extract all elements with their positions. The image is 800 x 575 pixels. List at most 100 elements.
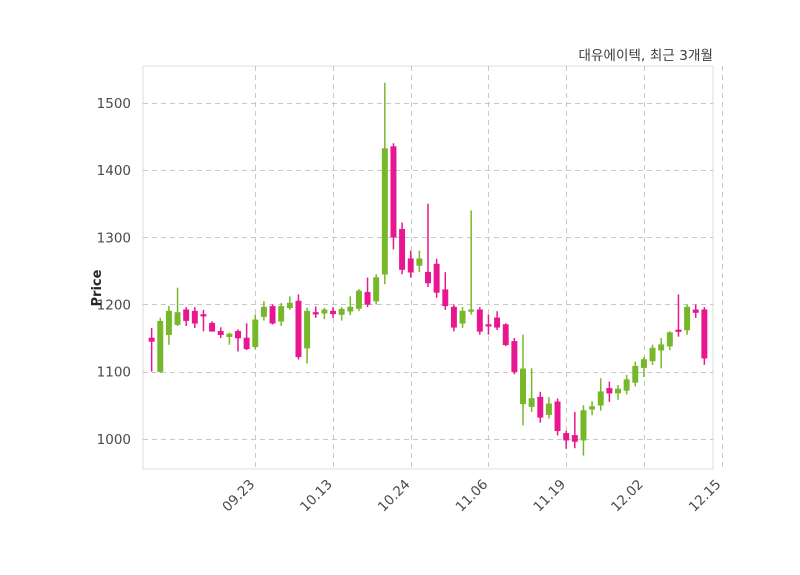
candle-body <box>545 403 552 415</box>
x-axis-tick-labels: 09.23 10.13 10.24 11.06 11.19 12.02 12.15 <box>219 477 724 516</box>
candle-body <box>658 344 665 351</box>
candlestick <box>666 331 673 351</box>
candle-body <box>174 312 181 325</box>
vertical-gridlines <box>255 66 723 469</box>
candle-body <box>640 359 647 368</box>
candlestick <box>675 294 682 337</box>
candle-body <box>269 306 276 324</box>
candlestick <box>174 287 181 326</box>
candle-body <box>450 306 457 328</box>
candlestick <box>692 304 699 318</box>
candlestick <box>269 304 276 325</box>
candlestick <box>347 296 354 316</box>
candle-body <box>571 435 578 442</box>
y-axis-tick-label: 1500 <box>97 96 131 112</box>
candle-body <box>200 314 207 317</box>
candlestick <box>157 317 164 373</box>
candle-body <box>606 388 613 394</box>
candle-body <box>632 365 639 383</box>
candle-body <box>226 333 233 337</box>
candle-body <box>468 309 475 312</box>
candle-body <box>425 271 431 284</box>
candle-body <box>355 290 362 309</box>
candlestick <box>580 405 587 456</box>
candle-body <box>701 309 708 359</box>
candle-body <box>260 306 267 317</box>
candle-body <box>399 228 406 270</box>
candle-body <box>537 396 544 418</box>
candlestick <box>571 411 578 449</box>
candle-body <box>165 310 172 335</box>
candlestick <box>321 307 328 320</box>
candle-body <box>442 289 449 307</box>
candlestick <box>355 288 362 312</box>
candlestick <box>684 304 691 335</box>
candle-body <box>373 277 380 302</box>
x-axis-tick-label: 11.19 <box>530 477 569 516</box>
candle-body <box>407 258 414 273</box>
candle-body <box>580 410 587 441</box>
candle-body <box>217 331 224 335</box>
candle-body <box>243 337 250 350</box>
candlestick <box>502 323 509 347</box>
candlestick <box>615 385 621 400</box>
candlestick <box>399 222 406 275</box>
candlestick <box>425 203 431 287</box>
candle-body <box>485 324 492 327</box>
candlestick <box>416 250 423 273</box>
candlestick <box>528 368 535 412</box>
candle-body <box>476 309 483 332</box>
candlestick <box>330 307 336 318</box>
y-axis-tick-label: 1300 <box>97 230 131 246</box>
candlestick <box>658 338 665 369</box>
candlestick <box>554 398 561 436</box>
candle-body <box>330 310 336 315</box>
candle-body <box>459 310 466 324</box>
candlestick <box>226 332 233 345</box>
x-axis-tick-label: 10.13 <box>297 477 336 516</box>
x-axis-tick-label: 11.06 <box>453 477 492 516</box>
candle-body <box>338 308 345 315</box>
candlestick <box>373 274 380 305</box>
candle-body <box>381 148 388 275</box>
candle-body <box>597 391 604 406</box>
candlestick <box>589 401 596 416</box>
horizontal-gridlines <box>143 103 713 440</box>
x-axis-tick-label: 09.23 <box>219 477 258 516</box>
candlestick <box>312 306 319 318</box>
candlestick <box>450 304 457 332</box>
candle-body <box>157 320 164 372</box>
candlestick <box>364 277 371 308</box>
candlestick <box>381 82 388 285</box>
candle-body <box>148 337 155 342</box>
candlestick <box>165 305 172 345</box>
candlestick <box>632 361 639 387</box>
candlestick <box>407 250 414 278</box>
candle-body <box>684 306 691 331</box>
candlestick <box>148 327 155 372</box>
x-axis-tick-label: 12.02 <box>608 477 647 516</box>
candle-body <box>416 258 423 266</box>
chart-title: 대유에이텍, 최근 3개월 <box>578 48 713 64</box>
candlestick <box>537 391 544 423</box>
candle-body <box>615 388 621 394</box>
candle-body <box>511 341 518 372</box>
candle-body <box>589 406 596 410</box>
candlestick <box>468 210 475 315</box>
candlestick <box>459 307 466 328</box>
candle-body <box>347 306 354 312</box>
candle-body <box>191 310 198 324</box>
candle-body <box>252 319 259 348</box>
candlestick <box>191 307 198 328</box>
candle-body <box>520 368 526 405</box>
candle-body <box>649 347 656 362</box>
candle-body <box>209 322 216 332</box>
candlestick <box>200 309 207 332</box>
candle-body <box>528 398 535 407</box>
candle-body <box>502 324 509 346</box>
candlestick <box>494 311 501 330</box>
candle-body <box>675 329 682 332</box>
y-axis-tick-label: 1400 <box>97 163 131 179</box>
